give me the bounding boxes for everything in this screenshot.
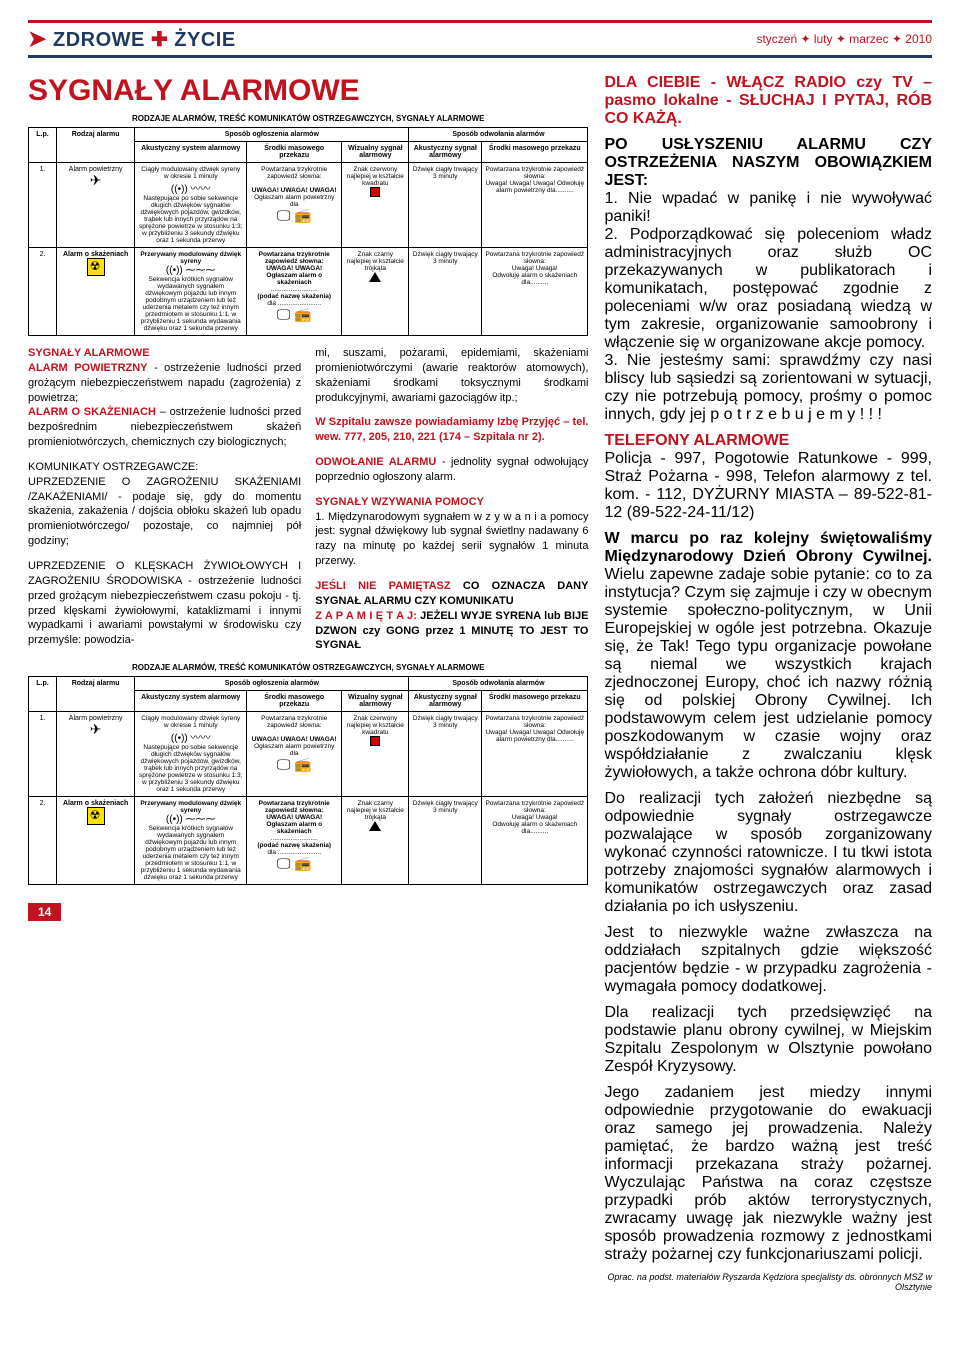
hazard-icon: [87, 258, 105, 276]
cell-wiz: Znak czerwony najlepiej w kształcie kwad…: [342, 163, 409, 248]
cell-ak2: Dźwięk ciągły trwający 3 minuty: [409, 163, 482, 248]
left-column: SYGNAŁY ALARMOWE RODZAJE ALARMÓW, TREŚĆ …: [28, 74, 588, 1292]
siren-wave-icon: ((•)) 〰〰: [138, 180, 243, 195]
red-square-icon: [370, 736, 380, 746]
page: ➤ ZDROWE ✚ ŻYCIE styczeń ✦ luty ✦ marzec…: [0, 0, 960, 1312]
th-wiz: Wizualny sygnał alarmowy: [342, 142, 409, 163]
table-caption: RODZAJE ALARMÓW, TREŚĆ KOMUNIKATÓW OSTRZ…: [28, 114, 588, 123]
th-akust2: Akustyczny sygnał alarmowy: [409, 142, 482, 163]
siren-wave-icon: ((•)) ⁓⁓⁓: [138, 265, 243, 276]
body-col-b: mi, suszami, pożarami, epidemiami, skaże…: [315, 336, 588, 653]
brand-word-1: ZDROWE: [53, 29, 145, 51]
cell-ak2: Dźwięk ciągły trwający 3 minuty: [409, 248, 482, 336]
cell-name: Alarm powietrzny ✈: [56, 163, 134, 248]
siren-wave-icon: ((•)) ⁓⁓⁓: [138, 814, 243, 825]
th-srodki2: Środki masowego przekazu: [482, 142, 588, 163]
cell-srodki: Powtarzana trzykrotnie zapowiedź słowna:…: [247, 163, 342, 248]
alarm-table-1: L.p. Rodzaj alarmu Sposób ogłoszenia ala…: [28, 127, 588, 336]
cell-akust: Ciągły modulowany dźwięk syreny w okresi…: [135, 163, 247, 248]
cell-srodki: Powtarzana trzykrotnie zapowiedź słowna:…: [247, 248, 342, 336]
table-row: 2. Alarm o skażeniach Przerywany modulow…: [29, 248, 588, 336]
header-bar: ➤ ZDROWE ✚ ŻYCIE styczeń ✦ luty ✦ marzec…: [28, 20, 932, 58]
cell-n: 2.: [29, 248, 57, 336]
brand-plus-icon: ✚: [151, 29, 168, 51]
table-caption-2: RODZAJE ALARMÓW, TREŚĆ KOMUNIKATÓW OSTRZ…: [28, 663, 588, 672]
brand-word-2: ŻYCIE: [174, 29, 235, 51]
th-rodzaj: Rodzaj alarmu: [56, 128, 134, 163]
red-square-icon: [370, 187, 380, 197]
body-col-a: SYGNAŁY ALARMOWE ALARM POWIETRZNY - ostr…: [28, 336, 301, 653]
right-column: DLA CIEBIE - WŁĄCZ RADIO czy TV – pasmo …: [604, 74, 932, 1292]
table-row: 1. Alarm powietrzny✈ Ciągły modulowany d…: [29, 712, 588, 797]
cell-akust: Przerywany modulowany dźwięk syreny ((•)…: [135, 248, 247, 336]
cell-wiz: Znak czarny najlepiej w kształcie trójką…: [342, 248, 409, 336]
th-group-ogl: Sposób ogłoszenia alarmów: [135, 128, 409, 142]
table-row: 1. Alarm powietrzny ✈ Ciągły modulowany …: [29, 163, 588, 248]
cell-sr2: Powtarzana trzykrotnie zapowiedź słowna:…: [482, 163, 588, 248]
signature: Oprac. na podst. materiałów Ryszarda Kęd…: [604, 1272, 932, 1292]
black-triangle-icon: [369, 272, 381, 282]
cell-name: Alarm o skażeniach: [56, 248, 134, 336]
siren-wave-icon: ((•)) 〰〰: [138, 729, 243, 744]
th-lp: L.p.: [29, 128, 57, 163]
cell-n: 1.: [29, 163, 57, 248]
cell-sr2: Powtarzana trzykrotnie zapowiedź słowna:…: [482, 248, 588, 336]
main-title: SYGNAŁY ALARMOWE: [28, 74, 588, 108]
th-group-odw: Sposób odwołania alarmów: [409, 128, 588, 142]
alarm-table-2: L.p. Rodzaj alarmu Sposób ogłoszenia ala…: [28, 676, 588, 885]
issue-date: styczeń ✦ luty ✦ marzec ✦ 2010: [756, 32, 932, 46]
plane-icon: ✈: [60, 173, 131, 187]
brand-arrow-icon: ➤: [28, 26, 47, 51]
tv-radio-icon: 🖵 📻: [250, 856, 338, 870]
black-triangle-icon: [369, 821, 381, 831]
th-srodki: Środki masowego przekazu: [247, 142, 342, 163]
plane-icon: ✈: [60, 722, 131, 736]
tv-radio-icon: 🖵 📻: [250, 307, 338, 321]
brand: ➤ ZDROWE ✚ ŻYCIE: [28, 26, 236, 52]
tv-radio-icon: 🖵 📻: [250, 757, 338, 771]
page-number: 14: [28, 903, 61, 921]
tv-radio-icon: 🖵 📻: [250, 208, 338, 222]
table-row: 2. Alarm o skażeniach Przerywany modulow…: [29, 797, 588, 885]
hazard-icon: [87, 807, 105, 825]
th-akust: Akustyczny system alarmowy: [135, 142, 247, 163]
